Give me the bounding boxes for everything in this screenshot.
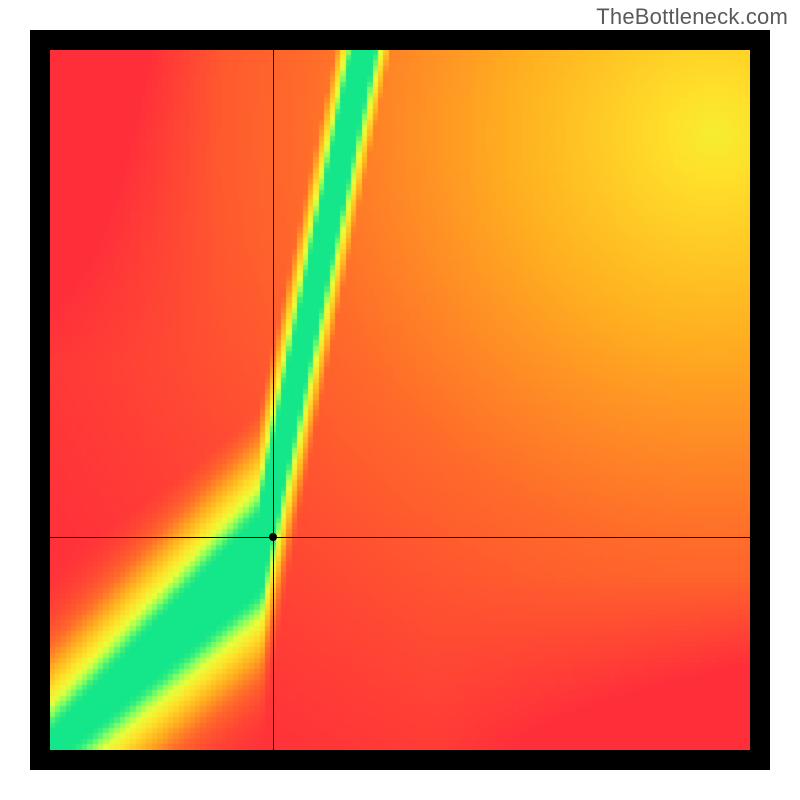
plot-frame — [30, 30, 770, 770]
crosshair-vertical — [273, 50, 274, 750]
crosshair-horizontal — [50, 537, 750, 538]
watermark-text: TheBottleneck.com — [596, 4, 788, 30]
crosshair-marker — [269, 533, 277, 541]
heatmap-canvas — [50, 50, 750, 750]
